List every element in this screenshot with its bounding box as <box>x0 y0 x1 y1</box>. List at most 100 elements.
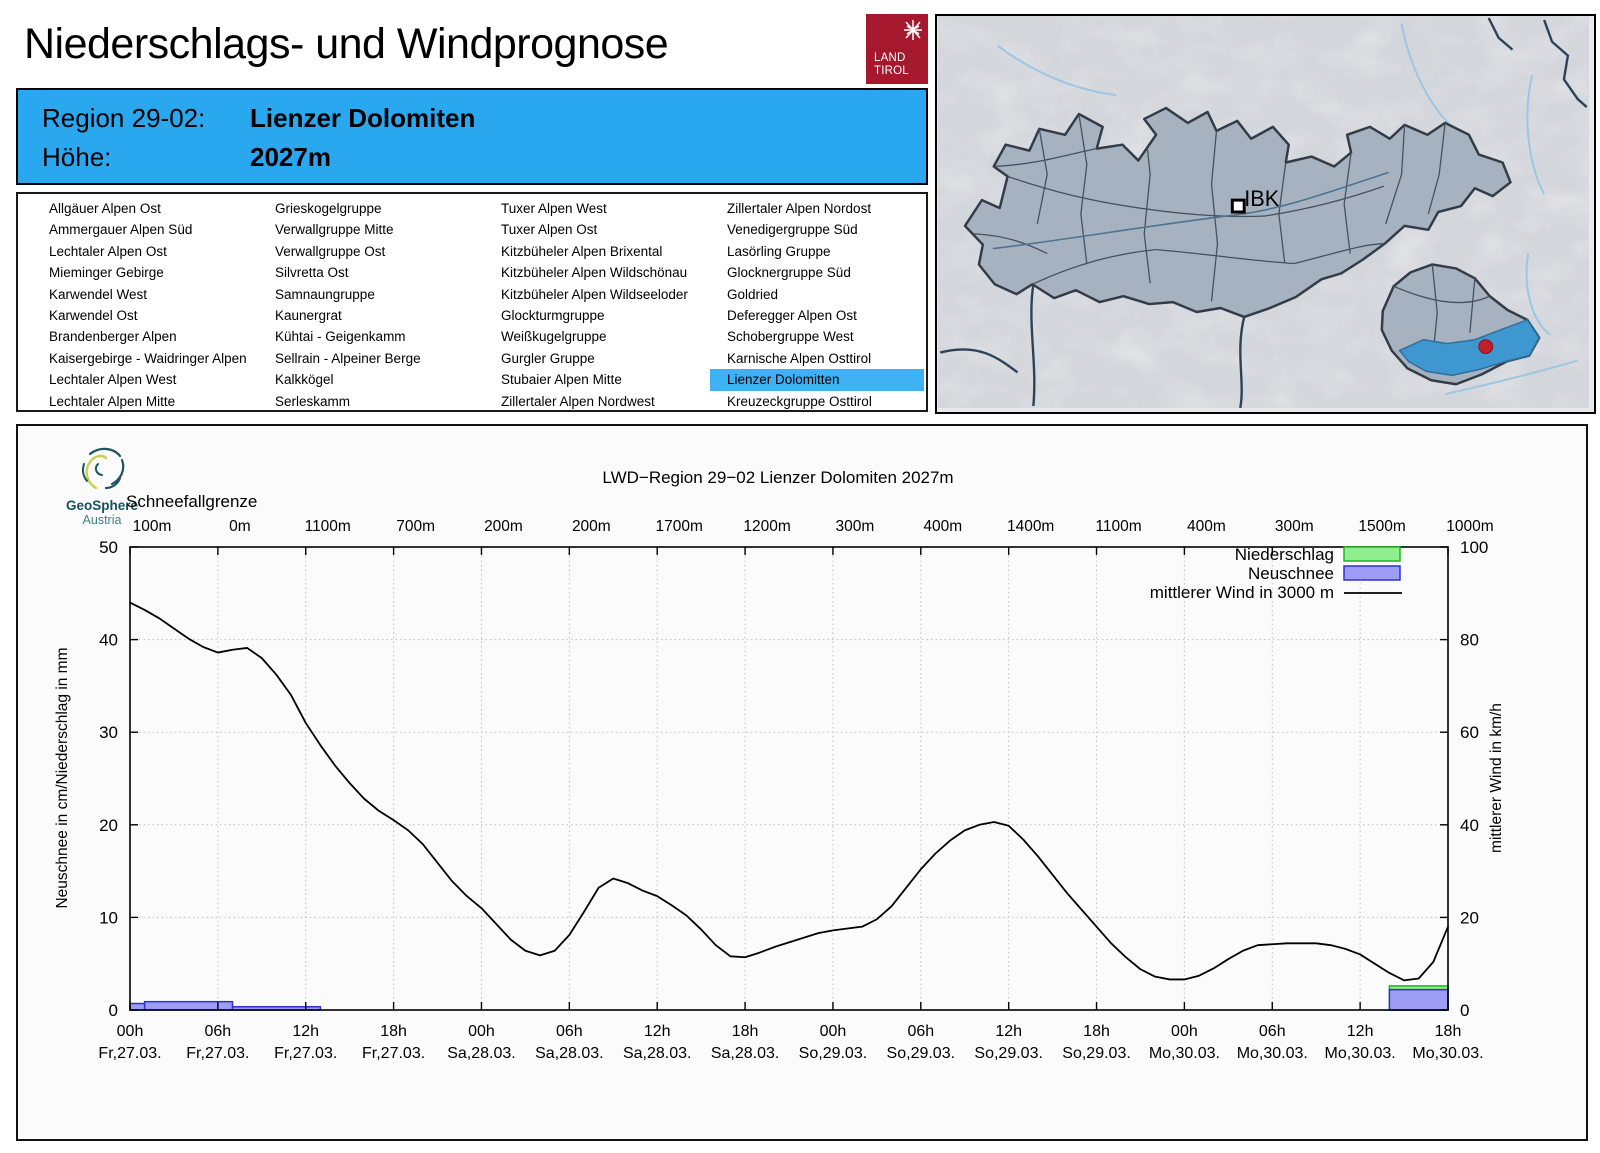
geosphere-country: Austria <box>82 513 122 527</box>
region-list-item[interactable]: Serleskamm <box>275 393 351 409</box>
forecast-chart: GeoSphere Austria LWD−Region 29−02 Lienz… <box>16 424 1588 1141</box>
region-list-item[interactable]: Schobergruppe West <box>727 329 854 345</box>
x-tick-time: 06h <box>556 1023 583 1040</box>
x-tick-time: 00h <box>820 1023 847 1040</box>
x-tick-date: Mo,30.03. <box>1325 1045 1396 1062</box>
region-list-item[interactable]: Goldried <box>727 286 779 302</box>
x-tick-time: 12h <box>644 1023 671 1040</box>
x-tick-time: 06h <box>1259 1023 1286 1040</box>
snowline-value: 1500m <box>1358 518 1405 535</box>
snowline-value: 0m <box>229 518 251 535</box>
x-tick-date: Mo,30.03. <box>1237 1045 1308 1062</box>
snowline-value: 200m <box>484 518 523 535</box>
region-list-item[interactable]: Gurgler Gruppe <box>501 350 595 366</box>
tirol-eagle-icon <box>902 18 924 47</box>
forecast-plot: 00h Fr,27.03. 100m 06h Fr,27.03. 0m 12h Fr,27.0… <box>98 518 1493 1062</box>
land-tirol-logo-text: LAND TIROL <box>874 52 909 78</box>
region-list-item[interactable]: Karwendel Ost <box>49 307 138 323</box>
x-tick-date: So,29.03. <box>799 1045 868 1062</box>
region-list-item[interactable]: Deferegger Alpen Ost <box>727 307 857 323</box>
y-tick-label-left: 50 <box>99 538 118 557</box>
region-list-item[interactable]: Kühtai - Geigenkamm <box>275 329 406 345</box>
region-list-item[interactable]: Kaisergebirge - Waidringer Alpen <box>49 350 247 366</box>
region-list-item[interactable]: Sellrain - Alpeiner Berge <box>275 350 421 366</box>
region-list-item[interactable]: Verwallgruppe Ost <box>275 243 386 259</box>
page-title: Niederschlags- und Windprognose <box>24 20 669 68</box>
geosphere-logo: GeoSphere Austria <box>44 444 160 527</box>
x-tick-date: Fr,27.03. <box>98 1045 161 1062</box>
x-tick-date: Sa,28.03. <box>535 1045 604 1062</box>
y-tick-label-right: 100 <box>1460 538 1488 557</box>
region-list-item[interactable]: Zillertaler Alpen Nordwest <box>501 393 655 409</box>
x-tick-date: Fr,27.03. <box>186 1045 249 1062</box>
region-list-item[interactable]: Lasörling Gruppe <box>727 243 831 259</box>
region-list-item[interactable]: Lechtaler Alpen Ost <box>49 243 167 259</box>
snowline-value: 400m <box>1187 518 1226 535</box>
x-tick-time: 18h <box>380 1023 407 1040</box>
x-tick-date: So,29.03. <box>1062 1045 1131 1062</box>
region-list-item[interactable]: Lienzer Dolomitten <box>710 369 924 391</box>
legend-swatch <box>1343 565 1401 581</box>
x-tick-time: 12h <box>292 1023 319 1040</box>
y-tick-label-right: 0 <box>1460 1001 1469 1020</box>
region-list-item[interactable]: Ammergauer Alpen Süd <box>49 222 193 238</box>
y-tick-label-left: 10 <box>99 908 118 927</box>
region-list-item[interactable]: Lechtaler Alpen Mitte <box>49 393 176 409</box>
region-list-item[interactable]: Mieminger Gebirge <box>49 265 164 281</box>
region-list-item[interactable]: Weißkugelgruppe <box>501 329 607 345</box>
y-tick-label-left: 40 <box>99 631 118 650</box>
region-list-item[interactable]: Kitzbüheler Alpen Brixental <box>501 243 663 259</box>
legend-label: Niederschlag <box>1235 545 1334 564</box>
altitude-value: 2027m <box>250 142 331 172</box>
tirol-map-svg[interactable]: IBK <box>937 16 1590 408</box>
region-list-item[interactable]: Stubaier Alpen Mitte <box>501 372 622 388</box>
region-header: Region 29-02: Lienzer Dolomiten Höhe: 2027… <box>16 88 928 185</box>
tirol-map[interactable]: IBK <box>935 14 1596 414</box>
region-list-item[interactable]: Glocknergruppe Süd <box>727 265 851 281</box>
region-list-column: Allgäuer Alpen Ost Ammergauer Alpen Süd Le… <box>32 198 258 412</box>
region-list-item[interactable]: Glockturmgruppe <box>501 307 605 323</box>
region-list-item[interactable]: Allgäuer Alpen Ost <box>49 201 161 216</box>
x-tick-time: 00h <box>1171 1023 1198 1040</box>
region-list-item[interactable]: Verwallgruppe Mitte <box>275 222 394 238</box>
region-list-item[interactable]: Lechtaler Alpen West <box>49 372 177 388</box>
region-list-item[interactable]: Kaunergrat <box>275 307 342 323</box>
x-tick-date: Sa,28.03. <box>623 1045 692 1062</box>
x-tick-time: 12h <box>995 1023 1022 1040</box>
region-list-item[interactable]: Zillertaler Alpen Nordost <box>727 201 872 216</box>
selected-region-dot <box>1478 339 1494 355</box>
snowline-label: Schneefallgrenze <box>126 492 258 511</box>
y-tick-label-right: 20 <box>1460 908 1479 927</box>
x-tick-time: 18h <box>1083 1023 1110 1040</box>
region-list-item[interactable]: Karnische Alpen Osttirol <box>727 350 872 366</box>
x-tick-date: Fr,27.03. <box>274 1045 337 1062</box>
region-list-item[interactable]: Grieskogelgruppe <box>275 201 382 216</box>
region-list-column: Zillertaler Alpen Nordost Venedigergruppe… <box>710 198 924 412</box>
snowline-value: 1000m <box>1446 518 1493 535</box>
region-list-item[interactable]: Venedigergruppe Süd <box>727 222 858 238</box>
ibk-label: IBK <box>1244 186 1280 211</box>
region-list-item[interactable]: Brandenberger Alpen <box>49 329 177 345</box>
ibk-marker <box>1230 198 1246 214</box>
x-tick-time: 06h <box>907 1023 934 1040</box>
region-list-item[interactable]: Tuxer Alpen Ost <box>501 222 598 238</box>
region-list-item[interactable]: Kitzbüheler Alpen Wildseeloder <box>501 286 688 302</box>
snowline-value: 300m <box>1275 518 1314 535</box>
region-list-item[interactable]: Tuxer Alpen West <box>501 201 607 216</box>
snowline-value: 1100m <box>1095 518 1141 535</box>
map-region-lienzer-dolomiten-highlight[interactable] <box>1398 318 1541 377</box>
region-list-item[interactable]: Kitzbüheler Alpen Wildschönau <box>501 265 688 281</box>
region-label: Region 29-02: <box>42 103 206 133</box>
x-tick-time: 00h <box>468 1023 495 1040</box>
legend-label: mittlerer Wind in 3000 m <box>1150 583 1334 602</box>
region-list-column: Grieskogelgruppe Verwallgruppe Mitte Verwa… <box>258 198 484 412</box>
altitude-row: Höhe: 2027m <box>42 142 331 173</box>
region-list-item[interactable]: Kreuzeckgruppe Osttirol <box>727 393 872 409</box>
x-tick-time: 18h <box>732 1023 759 1040</box>
region-list-item[interactable]: Karwendel West <box>49 286 148 302</box>
region-list-item[interactable]: Silvretta Ost <box>275 265 349 281</box>
region-list-item[interactable]: Samnaungruppe <box>275 286 375 302</box>
region-list-item[interactable]: Kalkkögel <box>275 372 334 388</box>
snowline-value: 1100m <box>305 518 351 535</box>
x-tick-date: Fr,27.03. <box>362 1045 425 1062</box>
